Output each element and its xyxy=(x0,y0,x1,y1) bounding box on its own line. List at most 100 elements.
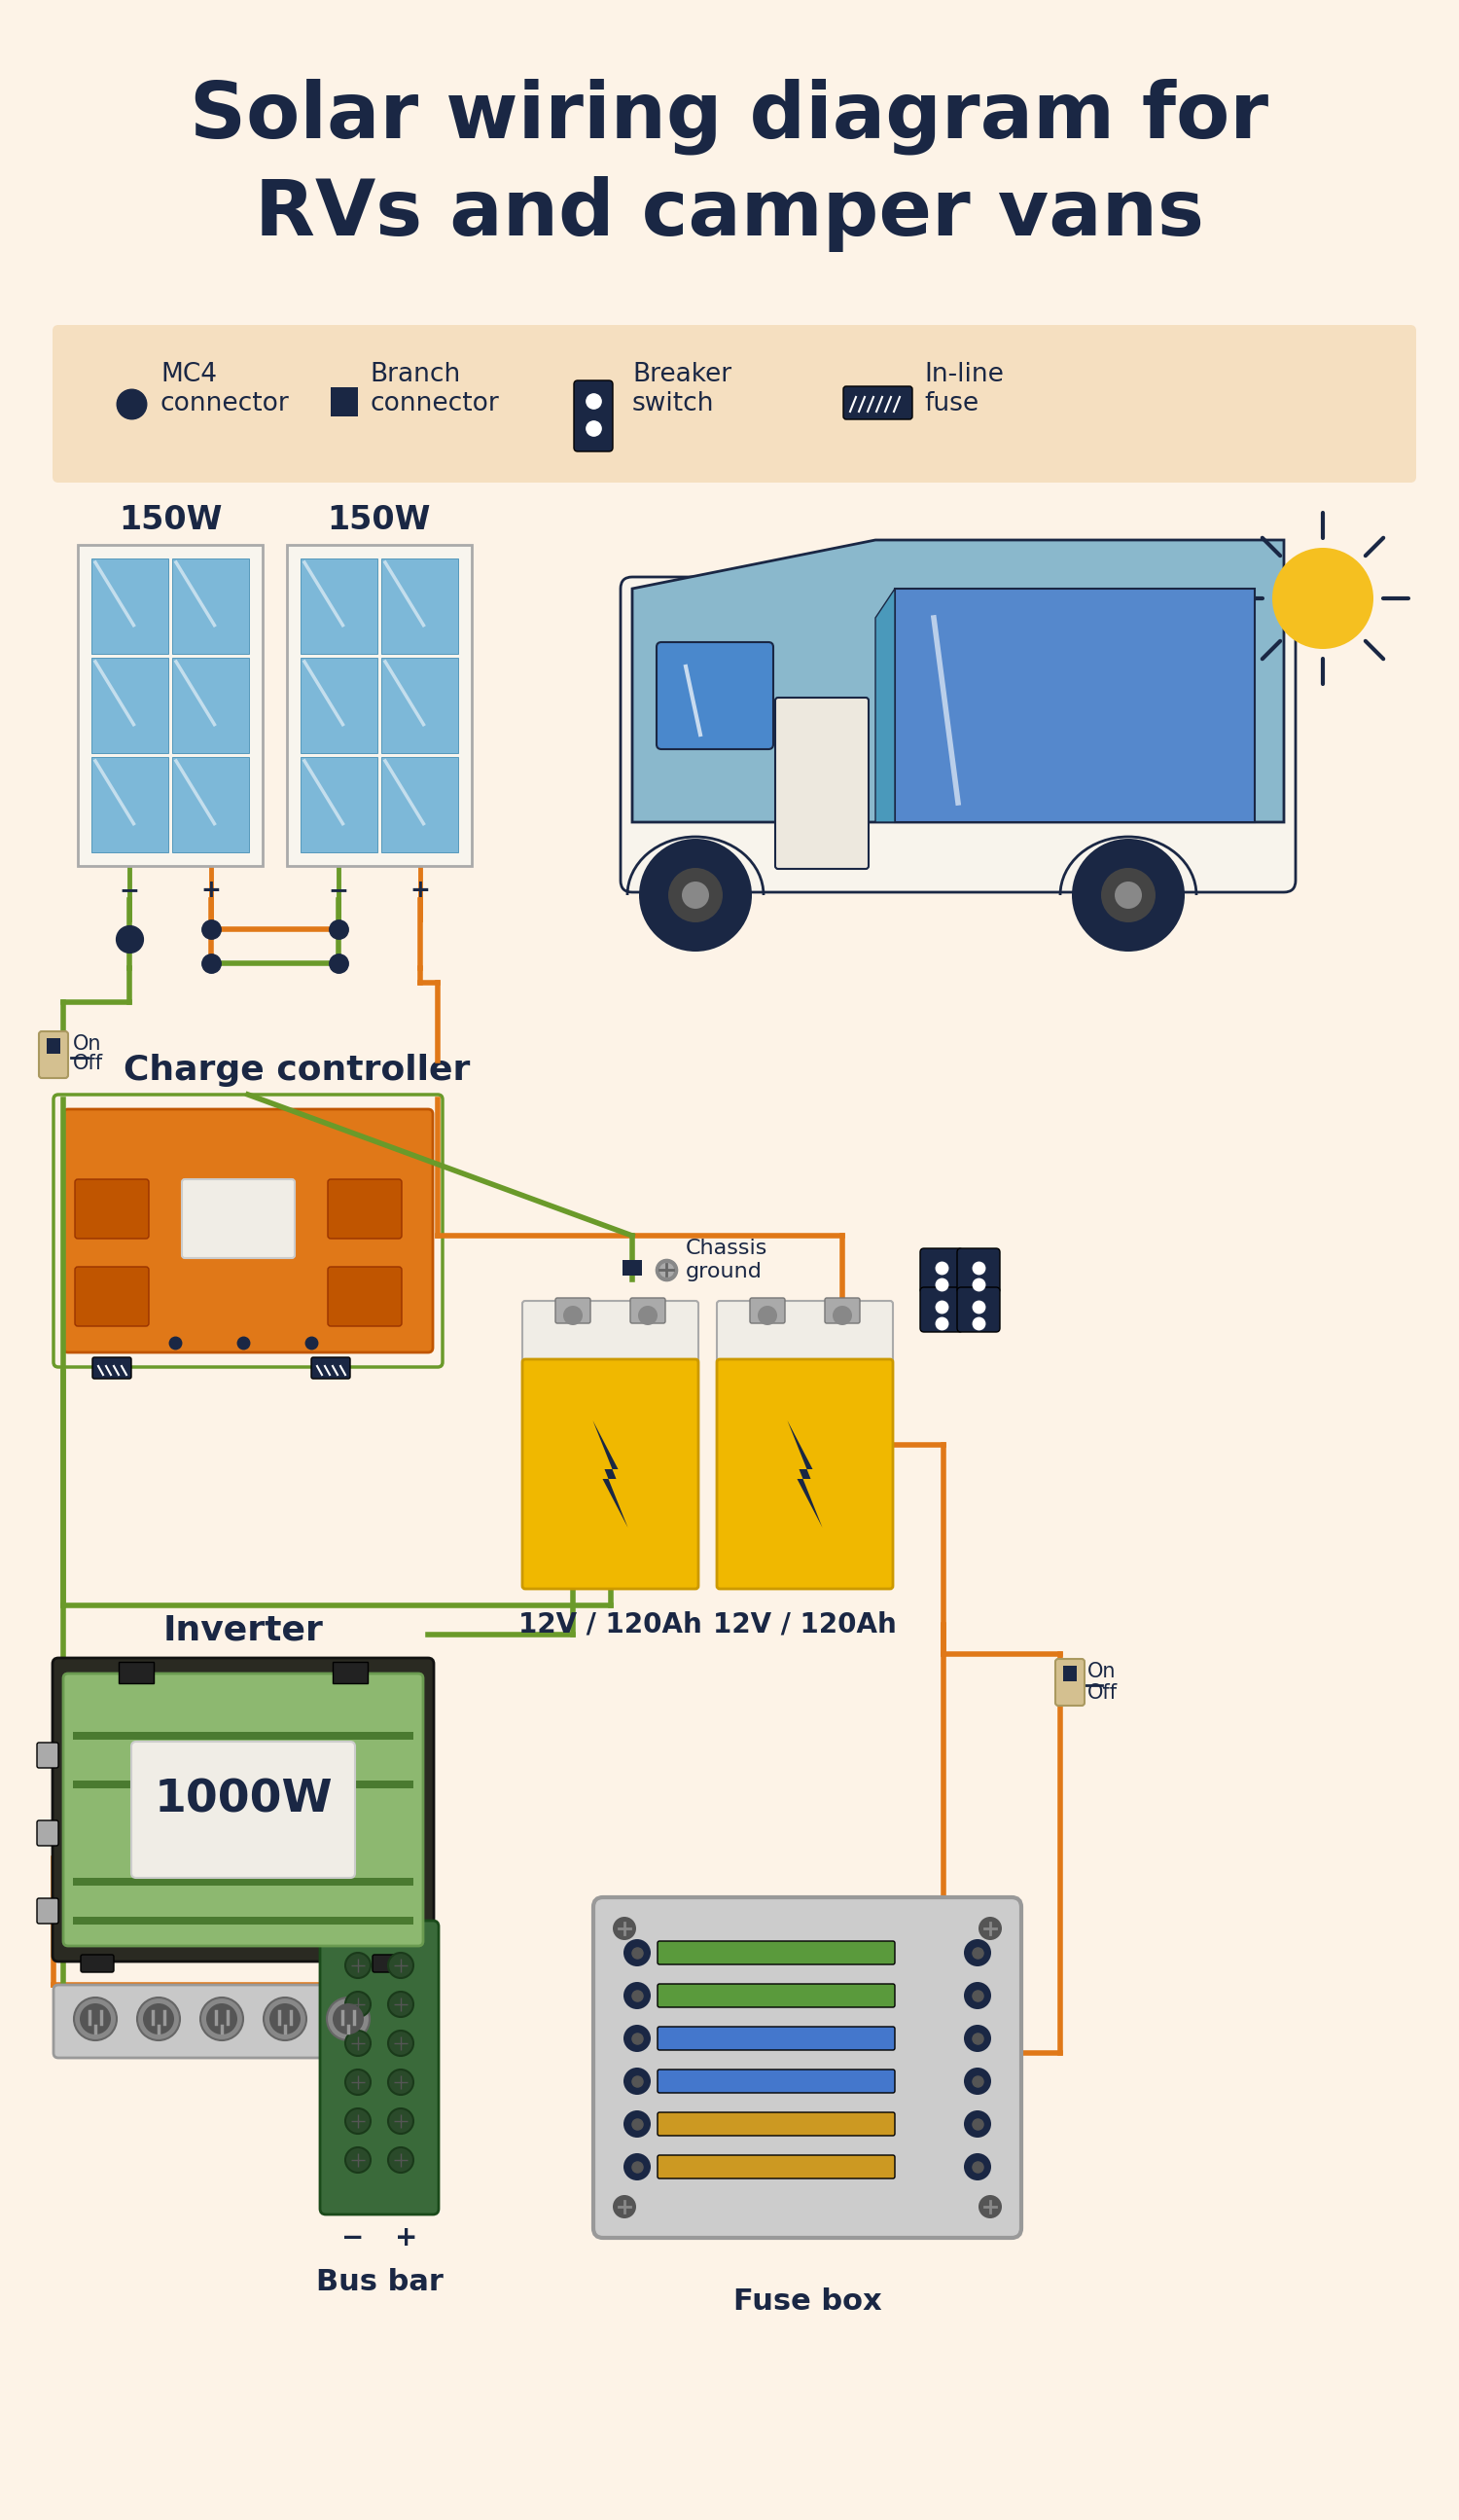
Text: +: + xyxy=(833,1338,852,1361)
Circle shape xyxy=(964,2024,991,2051)
Polygon shape xyxy=(632,539,1284,822)
FancyBboxPatch shape xyxy=(80,1956,114,1973)
FancyBboxPatch shape xyxy=(381,658,458,753)
Circle shape xyxy=(346,2147,371,2172)
Circle shape xyxy=(833,1305,852,1326)
FancyBboxPatch shape xyxy=(658,1983,894,2008)
FancyBboxPatch shape xyxy=(92,658,168,753)
Circle shape xyxy=(979,2195,1002,2218)
FancyBboxPatch shape xyxy=(301,658,378,753)
Text: −: − xyxy=(120,879,140,902)
FancyBboxPatch shape xyxy=(287,544,471,867)
Circle shape xyxy=(388,2147,413,2172)
FancyBboxPatch shape xyxy=(182,1179,295,1257)
Circle shape xyxy=(1272,547,1373,650)
Circle shape xyxy=(1115,882,1142,910)
FancyBboxPatch shape xyxy=(53,1658,433,1961)
FancyBboxPatch shape xyxy=(36,1898,58,1923)
Bar xyxy=(623,1260,642,1275)
Bar xyxy=(331,388,357,416)
Circle shape xyxy=(80,2003,111,2034)
Circle shape xyxy=(638,1305,658,1326)
FancyBboxPatch shape xyxy=(573,381,613,451)
Circle shape xyxy=(623,2024,651,2051)
Text: Off: Off xyxy=(73,1053,104,1074)
FancyBboxPatch shape xyxy=(658,2026,894,2051)
FancyBboxPatch shape xyxy=(36,1819,58,1845)
FancyBboxPatch shape xyxy=(957,1247,999,1293)
Circle shape xyxy=(346,2031,371,2056)
Circle shape xyxy=(613,2195,636,2218)
FancyBboxPatch shape xyxy=(320,1920,439,2215)
Circle shape xyxy=(200,1998,244,2041)
Circle shape xyxy=(668,867,722,922)
Polygon shape xyxy=(788,1421,823,1527)
Text: Chassis
ground: Chassis ground xyxy=(686,1240,767,1280)
Circle shape xyxy=(270,2003,301,2034)
Polygon shape xyxy=(875,590,894,822)
FancyBboxPatch shape xyxy=(750,1298,785,1323)
Text: On: On xyxy=(1087,1661,1116,1681)
Text: +: + xyxy=(395,2225,417,2250)
FancyBboxPatch shape xyxy=(172,756,249,852)
FancyBboxPatch shape xyxy=(328,1268,401,1326)
Text: In-line
fuse: In-line fuse xyxy=(924,363,1004,416)
FancyBboxPatch shape xyxy=(658,2112,894,2134)
FancyBboxPatch shape xyxy=(63,1109,433,1353)
FancyBboxPatch shape xyxy=(36,1744,58,1769)
Text: +: + xyxy=(638,1338,658,1361)
FancyBboxPatch shape xyxy=(620,577,1296,892)
FancyBboxPatch shape xyxy=(54,1986,433,2059)
Circle shape xyxy=(388,2031,413,2056)
FancyBboxPatch shape xyxy=(92,756,168,852)
FancyBboxPatch shape xyxy=(716,1358,893,1590)
Circle shape xyxy=(623,1938,651,1966)
Text: 12V / 120Ah: 12V / 120Ah xyxy=(518,1610,702,1638)
Circle shape xyxy=(623,2066,651,2094)
Circle shape xyxy=(264,1998,306,2041)
FancyBboxPatch shape xyxy=(716,1300,893,1366)
FancyBboxPatch shape xyxy=(921,1247,963,1293)
Bar xyxy=(73,1918,413,1925)
Text: Breaker
switch: Breaker switch xyxy=(632,363,731,416)
Polygon shape xyxy=(592,1421,627,1527)
Bar xyxy=(73,1877,413,1885)
FancyBboxPatch shape xyxy=(843,386,912,418)
FancyBboxPatch shape xyxy=(311,1358,350,1378)
Text: −: − xyxy=(328,879,349,902)
Circle shape xyxy=(388,2109,413,2134)
Circle shape xyxy=(388,1991,413,2016)
FancyBboxPatch shape xyxy=(172,559,249,653)
Bar xyxy=(73,1782,413,1789)
Circle shape xyxy=(964,2152,991,2180)
Circle shape xyxy=(346,1953,371,1978)
Circle shape xyxy=(346,2109,371,2134)
Text: +: + xyxy=(395,1887,417,1915)
Bar xyxy=(47,1038,60,1053)
Circle shape xyxy=(979,1918,1002,1940)
Circle shape xyxy=(563,1305,582,1326)
FancyBboxPatch shape xyxy=(39,1031,69,1079)
FancyBboxPatch shape xyxy=(328,1179,401,1240)
FancyBboxPatch shape xyxy=(77,544,263,867)
Text: RVs and camper vans: RVs and camper vans xyxy=(255,176,1204,252)
Text: 12V / 120Ah: 12V / 120Ah xyxy=(713,1610,897,1638)
FancyBboxPatch shape xyxy=(556,1298,591,1323)
Circle shape xyxy=(74,1998,117,2041)
FancyBboxPatch shape xyxy=(522,1358,699,1590)
Text: On: On xyxy=(73,1033,102,1053)
FancyBboxPatch shape xyxy=(131,1741,355,1877)
FancyBboxPatch shape xyxy=(92,559,168,653)
FancyBboxPatch shape xyxy=(921,1288,963,1333)
Circle shape xyxy=(388,2069,413,2094)
Circle shape xyxy=(1102,867,1156,922)
Circle shape xyxy=(1072,839,1185,953)
Text: Charge controller: Charge controller xyxy=(124,1053,470,1086)
Circle shape xyxy=(327,1998,369,2041)
Text: 1000W: 1000W xyxy=(153,1779,333,1822)
Text: −: − xyxy=(757,1338,778,1361)
Circle shape xyxy=(964,1938,991,1966)
Circle shape xyxy=(388,1953,413,1978)
FancyBboxPatch shape xyxy=(658,2155,894,2177)
Bar xyxy=(1064,1666,1077,1681)
